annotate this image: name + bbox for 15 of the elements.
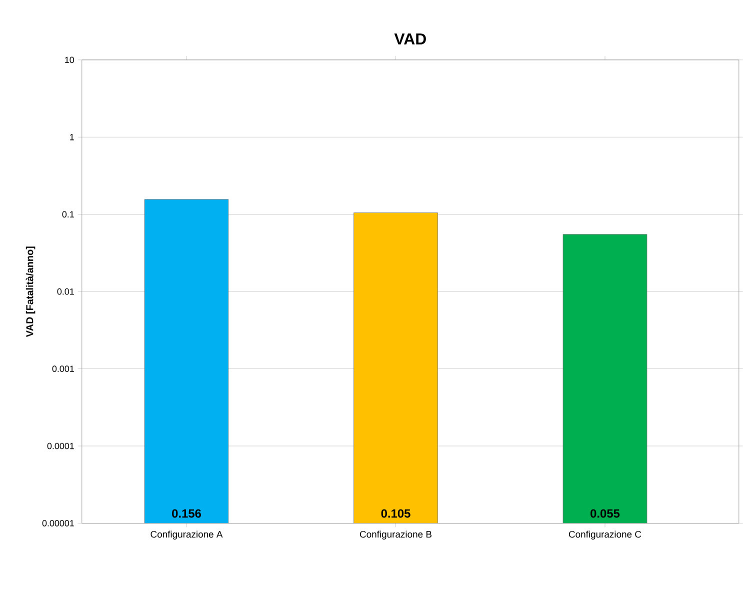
y-tick-label: 10	[65, 56, 74, 64]
data-label: 0.055	[590, 509, 620, 518]
x-tick-label: Configurazione B	[360, 530, 432, 540]
y-tick-label: 0.001	[52, 366, 74, 372]
y-tick-label: 0.0001	[47, 442, 74, 450]
y-tick-label: 0.01	[57, 288, 74, 295]
y-tick-label: 0.00001	[42, 520, 74, 526]
x-tick-label: Configurazione C	[568, 530, 642, 540]
y-tick-label: 0.1	[62, 211, 74, 218]
chart-title: VAD	[394, 33, 426, 44]
data-label: 0.105	[381, 509, 410, 518]
y-axis-title: VAD [Fatalità/anno]	[26, 246, 36, 337]
y-tick-label: 1	[70, 134, 74, 140]
data-label: 0.156	[172, 509, 202, 518]
x-tick-label: Configurazione A	[150, 530, 223, 540]
